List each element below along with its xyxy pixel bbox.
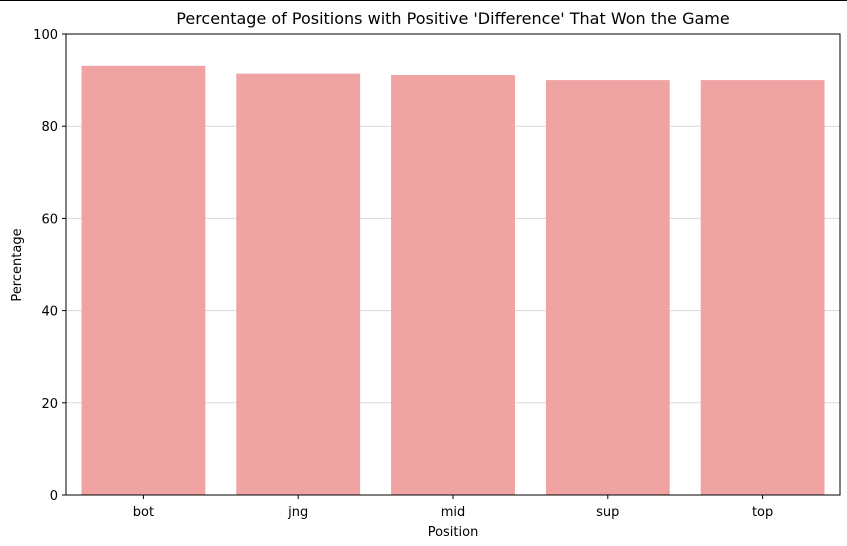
x-tick-label: top [752,505,773,520]
x-axis: bot jng mid sup top [133,495,773,520]
x-tick-label: bot [133,505,154,520]
y-axis-label: Percentage [10,228,25,301]
y-axis: 0 20 40 60 80 100 [33,28,66,504]
bar-sup [545,80,670,495]
x-tick-label: mid [441,505,466,520]
y-tick-label: 60 [41,212,58,227]
bar-mid [391,75,515,496]
y-tick-label: 100 [33,28,58,43]
y-tick-label: 80 [41,120,58,135]
bar-top [700,80,825,495]
y-tick-label: 40 [41,305,58,320]
y-tick-label: 0 [50,489,58,504]
bar-jng [236,73,361,495]
x-tick-label: sup [596,505,619,520]
x-tick-label: jng [287,505,308,520]
top-border [0,0,847,1]
bars [81,65,825,496]
bar-bot [81,65,206,496]
x-axis-label: Position [428,525,479,540]
y-tick-label: 20 [41,397,58,412]
chart-title: Percentage of Positions with Positive 'D… [176,9,729,28]
